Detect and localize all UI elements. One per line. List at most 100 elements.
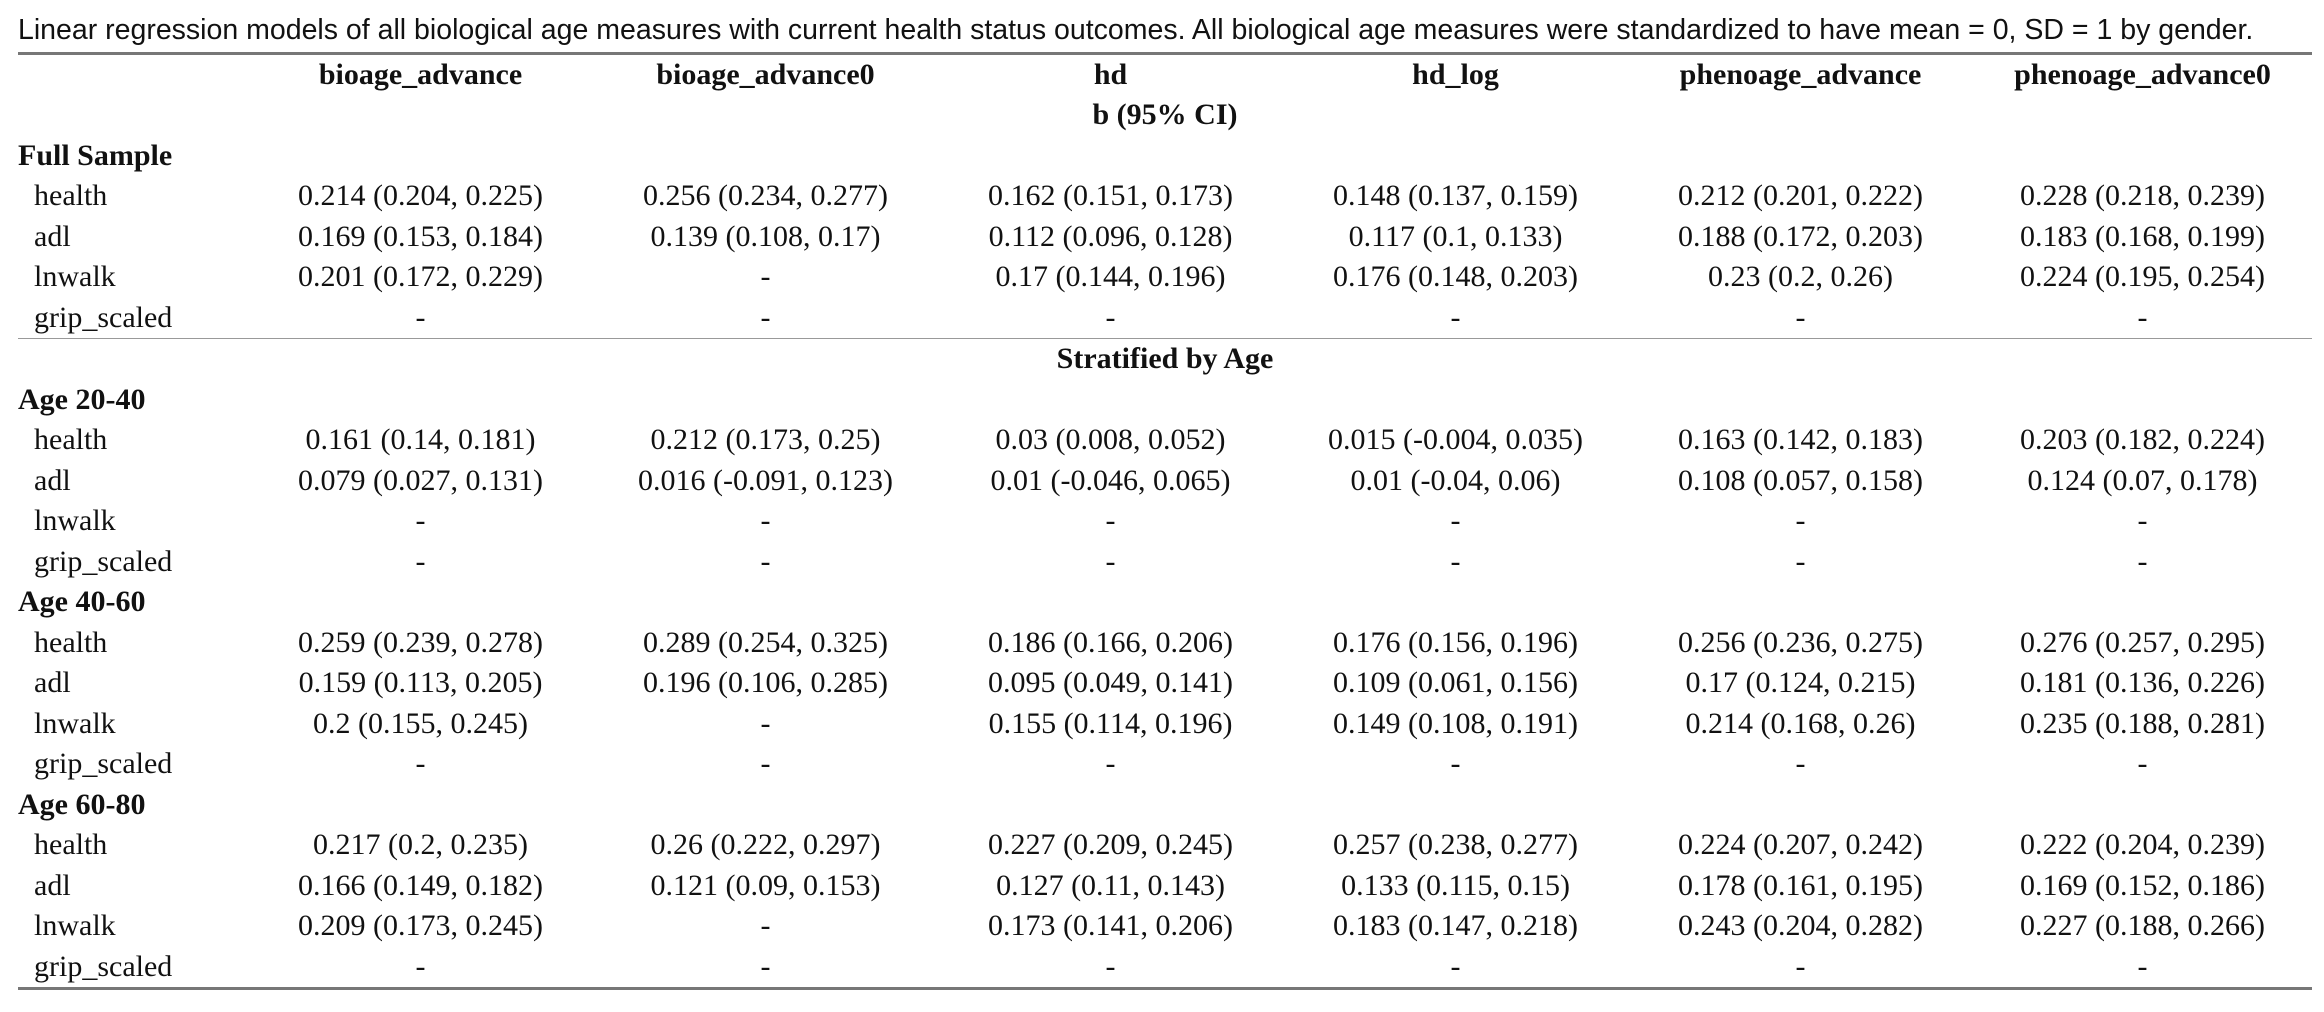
table-cell: 0.108 (0.057, 0.158) <box>1678 463 1923 497</box>
table-cell: - <box>2137 504 2148 538</box>
table-cell: 0.227 (0.188, 0.266) <box>2020 909 2265 943</box>
table-cell: 0.109 (0.061, 0.156) <box>1333 666 1578 700</box>
table-cell: 0.124 (0.07, 0.178) <box>2027 463 2258 497</box>
table-container: Linear regression models of all biologic… <box>18 10 2312 990</box>
table-cell: 0.133 (0.115, 0.15) <box>1341 868 1570 902</box>
table-cell: - <box>415 747 426 781</box>
table-cell: - <box>1795 300 1806 334</box>
row-label: adl <box>34 219 71 253</box>
table-row: adl 0.169 (0.153, 0.184) 0.139 (0.108, 0.1… <box>18 217 2312 258</box>
table-cell: - <box>1105 747 1116 781</box>
table-row: grip_scaled - - - - - - <box>18 542 2312 583</box>
table-cell: 0.212 (0.201, 0.222) <box>1678 179 1923 213</box>
table-cell: 0.183 (0.168, 0.199) <box>2020 219 2265 253</box>
table-cell: - <box>760 300 771 334</box>
row-label: grip_scaled <box>18 946 248 990</box>
table-cell: - <box>1450 504 1461 538</box>
table-cell: 0.2 (0.155, 0.245) <box>313 706 528 740</box>
table-row: health 0.259 (0.239, 0.278) 0.289 (0.254, … <box>18 623 2312 664</box>
table-header: bioage_advance bioage_advance0 hd hd_log… <box>18 53 2312 96</box>
table-cell: 0.176 (0.148, 0.203) <box>1333 260 1578 294</box>
table-row: adl 0.166 (0.149, 0.182) 0.121 (0.09, 0.15… <box>18 866 2312 907</box>
table-cell: - <box>415 544 426 578</box>
row-label: health <box>34 625 108 659</box>
table-cell: 0.214 (0.168, 0.26) <box>1685 706 1916 740</box>
table-cell: - <box>2137 544 2148 578</box>
table-cell: - <box>760 706 771 740</box>
row-label: grip_scaled <box>34 747 173 781</box>
table-cell: 0.01 (-0.046, 0.065) <box>990 463 1231 497</box>
age-group-label: Age 60-80 <box>18 787 146 821</box>
table-cell: - <box>760 544 771 578</box>
row-label: adl <box>34 666 71 700</box>
table-cell: - <box>760 504 771 538</box>
table-cell: - <box>1795 544 1806 578</box>
table-cell: 0.257 (0.238, 0.277) <box>1333 828 1578 862</box>
age-group-label: Age 40-60 <box>18 585 146 619</box>
table-cell: 0.276 (0.257, 0.295) <box>2020 625 2265 659</box>
table-cell: 0.224 (0.207, 0.242) <box>1678 828 1923 862</box>
column-header-phenoage-advance0: phenoage_advance0 <box>2014 58 2271 91</box>
row-label: lnwalk <box>34 706 116 740</box>
table-cell: 0.178 (0.161, 0.195) <box>1678 868 1923 902</box>
regression-table: bioage_advance bioage_advance0 hd hd_log… <box>18 52 2312 990</box>
table-cell: - <box>1283 946 1628 990</box>
table-cell: - <box>938 946 1283 990</box>
column-header-label <box>18 54 248 96</box>
table-row: lnwalk 0.201 (0.172, 0.229) - 0.17 (0.144, … <box>18 257 2312 298</box>
table-cell: 0.112 (0.096, 0.128) <box>988 219 1233 253</box>
table-cell: 0.169 (0.152, 0.186) <box>2020 868 2265 902</box>
table-cell: 0.166 (0.149, 0.182) <box>298 868 543 902</box>
table-cell: 0.169 (0.153, 0.184) <box>298 219 543 253</box>
table-cell: - <box>1795 747 1806 781</box>
table-cell: 0.26 (0.222, 0.297) <box>650 828 881 862</box>
age-group-label: Age 20-40 <box>18 382 146 416</box>
panel-header-row: Stratified by Age <box>18 338 2312 380</box>
table-cell: - <box>760 909 771 943</box>
table-cell: - <box>248 946 593 990</box>
table-cell: 0.149 (0.108, 0.191) <box>1333 706 1578 740</box>
full-sample-group-label: Full Sample <box>18 138 173 172</box>
table-cell: 0.235 (0.188, 0.281) <box>2020 706 2265 740</box>
row-label: grip_scaled <box>34 300 173 334</box>
table-cell: 0.203 (0.182, 0.224) <box>2020 423 2265 457</box>
table-row: grip_scaled - - - - - - <box>18 946 2312 990</box>
table-cell: 0.256 (0.234, 0.277) <box>643 179 888 213</box>
table-cell: 0.222 (0.204, 0.239) <box>2020 828 2265 862</box>
group-header-row: Full Sample <box>18 136 2312 177</box>
row-label: health <box>34 423 108 457</box>
table-cell: - <box>1450 544 1461 578</box>
table-cell: 0.01 (-0.04, 0.06) <box>1350 463 1561 497</box>
table-cell: 0.188 (0.172, 0.203) <box>1678 219 1923 253</box>
table-cell: - <box>415 300 426 334</box>
table-row: lnwalk 0.2 (0.155, 0.245) - 0.155 (0.114, 0… <box>18 704 2312 745</box>
table-cell: 0.183 (0.147, 0.218) <box>1333 909 1578 943</box>
table-cell: - <box>760 260 771 294</box>
table-cell: 0.214 (0.204, 0.225) <box>298 179 543 213</box>
table-cell: 0.015 (-0.004, 0.035) <box>1328 423 1583 457</box>
table-row: lnwalk 0.209 (0.173, 0.245) - 0.173 (0.141,… <box>18 906 2312 947</box>
table-cell: - <box>1628 946 1973 990</box>
row-label: grip_scaled <box>34 544 173 578</box>
table-cell: 0.289 (0.254, 0.325) <box>643 625 888 659</box>
column-header-bioage-advance0: bioage_advance0 <box>656 58 875 91</box>
row-label: lnwalk <box>34 504 116 538</box>
table-cell: 0.127 (0.11, 0.143) <box>996 868 1225 902</box>
table-cell: 0.181 (0.136, 0.226) <box>2020 666 2265 700</box>
table-cell: 0.016 (-0.091, 0.123) <box>638 463 893 497</box>
table-row: lnwalk - - - - - - <box>18 501 2312 542</box>
row-label: lnwalk <box>34 260 116 294</box>
table-cell: 0.224 (0.195, 0.254) <box>2020 260 2265 294</box>
row-label: adl <box>34 868 71 902</box>
table-cell: - <box>593 946 938 990</box>
table-cell: 0.155 (0.114, 0.196) <box>988 706 1233 740</box>
panel-stratified-label: Stratified by Age <box>18 338 2312 380</box>
table-cell: 0.217 (0.2, 0.235) <box>313 828 528 862</box>
table-cell: 0.159 (0.113, 0.205) <box>298 666 543 700</box>
table-cell: 0.03 (0.008, 0.052) <box>995 423 1226 457</box>
table-cell: 0.209 (0.173, 0.245) <box>298 909 543 943</box>
table-body: b (95% CI) Full Sample health 0.214 (0.204,… <box>18 95 2312 990</box>
table-cell: 0.17 (0.144, 0.196) <box>995 260 1226 294</box>
table-cell: 0.162 (0.151, 0.173) <box>988 179 1233 213</box>
table-cell: 0.121 (0.09, 0.153) <box>650 868 881 902</box>
